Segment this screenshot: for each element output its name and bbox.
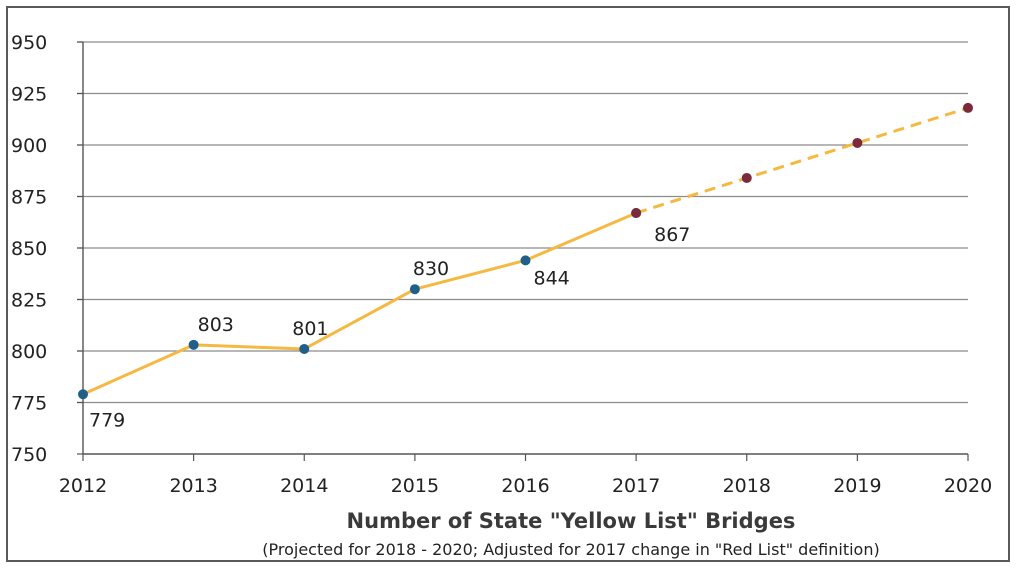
data-label-2017: 867	[654, 224, 690, 246]
data-label-2015: 830	[413, 258, 449, 280]
y-tick-label: 950	[11, 32, 47, 54]
y-tick-label: 775	[11, 393, 47, 415]
chart-subtitle: (Projected for 2018 - 2020; Adjusted for…	[262, 540, 879, 559]
x-tick-label: 2013	[169, 475, 217, 497]
x-tick-labels: 2012 2013 2014 2015 2016 2017 2018 2019 2020	[59, 454, 992, 497]
data-point-2013	[188, 339, 199, 350]
data-point-2020	[963, 102, 973, 113]
data-point-2019	[852, 137, 863, 148]
chart-frame: 750 775 800 825 850 875 900 925 950 2012 2013 2014…	[6, 6, 1010, 562]
data-point-2018	[741, 172, 752, 183]
x-tick-label: 2019	[833, 475, 881, 497]
y-tick-label: 825	[11, 290, 47, 312]
data-label-2014: 801	[292, 318, 328, 340]
y-tick-label: 800	[11, 341, 47, 363]
data-labels: 779 803 801 830 844 867	[89, 224, 690, 431]
data-point-2014	[299, 343, 310, 354]
series-line-projected	[635, 106, 969, 215]
y-tick-label: 900	[11, 135, 47, 157]
data-point-2017	[631, 207, 642, 218]
data-label-2016: 844	[534, 267, 570, 289]
gridlines	[77, 41, 968, 455]
data-markers	[78, 102, 973, 400]
x-tick-label: 2015	[391, 475, 439, 497]
series-line-actual	[82, 211, 637, 396]
series-lines	[82, 106, 969, 396]
chart-title: Number of State "Yellow List" Bridges	[347, 509, 796, 533]
y-tick-label: 750	[11, 444, 47, 466]
data-point-2016	[520, 255, 531, 266]
x-tick-label: 2018	[723, 475, 771, 497]
x-tick-label: 2020	[944, 475, 992, 497]
y-tick-label: 925	[11, 84, 47, 106]
data-label-2013: 803	[198, 314, 234, 336]
y-tick-label: 850	[11, 238, 47, 260]
data-point-2012	[78, 389, 88, 400]
yellow-list-chart: 750 775 800 825 850 875 900 925 950 2012 2013 2014…	[11, 32, 992, 559]
x-tick-label: 2017	[612, 475, 660, 497]
x-tick-label: 2014	[280, 475, 328, 497]
x-tick-label: 2012	[59, 475, 107, 497]
data-point-2015	[409, 284, 420, 295]
y-tick-label: 875	[11, 187, 47, 209]
x-tick-label: 2016	[501, 475, 549, 497]
data-label-2012: 779	[89, 409, 125, 431]
y-tick-labels: 750 775 800 825 850 875 900 925 950	[11, 32, 47, 466]
